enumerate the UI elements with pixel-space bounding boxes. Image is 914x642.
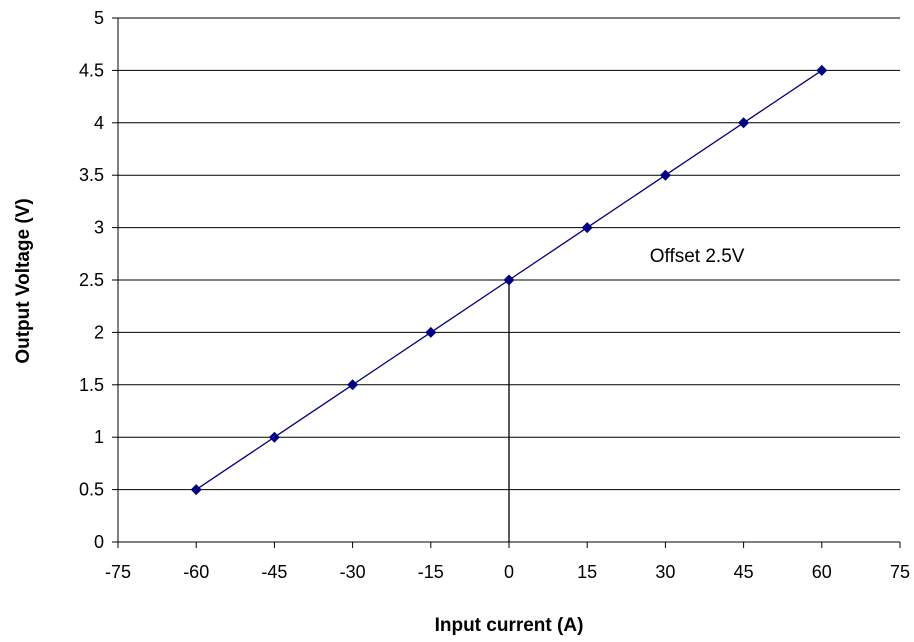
axes [112, 17, 901, 548]
data-point-marker [425, 326, 437, 338]
y-tick-label: 1 [94, 427, 104, 447]
x-axis-title: Input current (A) [435, 615, 584, 636]
y-tick-label: 3.5 [79, 165, 104, 185]
data-point-marker [581, 222, 593, 234]
y-tick-label: 4 [94, 113, 104, 133]
y-axis-title: Output Voltage (V) [13, 198, 34, 363]
tick-labels: 0 0.5 1 1.5 2 2.5 3 3.5 4 4.5 5 -75 -60 -45 -30 -15 0 15 3… [79, 8, 910, 582]
x-tick-label: 15 [577, 562, 597, 582]
data-point-marker [503, 274, 515, 286]
annotations: Offset 2.5V [650, 246, 745, 267]
data-point-marker [268, 431, 280, 443]
series-group [190, 64, 828, 496]
y-tick-label: 4.5 [79, 60, 104, 80]
x-tick-label: 0 [504, 562, 514, 582]
data-point-marker [816, 64, 828, 76]
y-tick-label: 3 [94, 218, 104, 238]
x-tick-label: -30 [340, 562, 366, 582]
x-tick-label: 30 [655, 562, 675, 582]
x-tick-label: 60 [812, 562, 832, 582]
x-tick-label: -60 [183, 562, 209, 582]
y-tick-label: 0.5 [79, 480, 104, 500]
y-tick-label: 2 [94, 322, 104, 342]
offset-annotation: Offset 2.5V [650, 246, 745, 267]
data-point-marker [347, 379, 359, 391]
x-tick-label: -75 [105, 562, 131, 582]
y-tick-label: 5 [94, 8, 104, 28]
y-tick-label: 2.5 [79, 270, 104, 290]
data-point-marker [738, 117, 750, 129]
y-tick-label: 1.5 [79, 375, 104, 395]
data-point-marker [190, 484, 202, 496]
x-tick-label: -45 [261, 562, 287, 582]
x-tick-label: 75 [890, 562, 910, 582]
x-tick-label: 45 [734, 562, 754, 582]
y-tick-label: 0 [94, 532, 104, 552]
x-tick-label: -15 [418, 562, 444, 582]
data-point-marker [659, 169, 671, 181]
